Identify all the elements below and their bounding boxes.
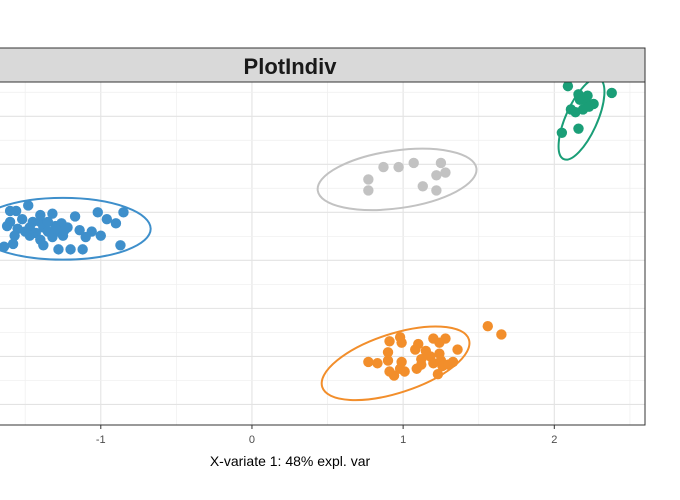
confidence-ellipses: [0, 77, 606, 402]
x-axis-title: X-variate 1: 48% expl. var: [210, 453, 371, 469]
data-point: [110, 218, 122, 229]
data-point: [417, 181, 428, 192]
data-point: [440, 167, 451, 178]
data-point: [431, 185, 442, 196]
data-point: [86, 226, 97, 237]
data-point: [92, 207, 103, 218]
data-point: [396, 337, 407, 348]
data-point: [115, 240, 126, 251]
data-point: [388, 370, 400, 381]
data-point: [606, 87, 617, 99]
data-point: [434, 337, 445, 348]
data-point: [431, 170, 442, 181]
data-point: [0, 241, 10, 252]
data-point: [363, 174, 374, 185]
data-point: [38, 240, 49, 251]
data-point: [9, 230, 20, 241]
data-point: [378, 161, 389, 173]
data-point: [95, 230, 106, 241]
data-point: [399, 366, 410, 377]
data-point: [7, 238, 19, 250]
data-point: [47, 231, 58, 243]
chart-title: PlotIndiv: [244, 54, 338, 79]
group-ellipse: [316, 147, 478, 212]
data-point: [35, 209, 46, 221]
x-tick-label: 0: [249, 434, 255, 446]
data-point: [573, 123, 584, 134]
data-point: [452, 344, 463, 355]
x-tick-label: 1: [400, 434, 406, 446]
data-point: [53, 244, 64, 255]
data-points: [0, 80, 617, 381]
panel-border: [0, 81, 646, 426]
x-axis-ticks: -1 0 1 2: [96, 425, 557, 446]
data-point: [101, 214, 113, 225]
data-point: [74, 224, 85, 236]
data-point: [69, 211, 81, 222]
group-ellipse: [320, 325, 471, 402]
data-point: [382, 347, 394, 358]
data-point: [482, 321, 493, 332]
data-point: [59, 224, 70, 236]
data-point: [42, 216, 54, 228]
data-point: [65, 244, 76, 255]
data-point: [363, 185, 374, 196]
data-point: [363, 356, 374, 368]
data-point: [583, 101, 595, 112]
data-point: [570, 106, 581, 118]
data-point: [416, 359, 427, 370]
data-point: [556, 127, 568, 138]
data-point: [382, 355, 394, 366]
data-point: [384, 336, 395, 347]
data-point: [562, 80, 574, 92]
group-ellipse: [557, 77, 606, 161]
data-point: [435, 157, 447, 169]
data-point: [496, 329, 507, 340]
data-point: [408, 157, 419, 169]
data-point: [410, 344, 421, 355]
data-point: [47, 208, 58, 219]
data-point: [4, 216, 16, 228]
data-point: [372, 358, 383, 369]
grid-lines: [0, 82, 645, 425]
group-ellipse: [0, 196, 152, 261]
x-tick-label: 2: [551, 434, 557, 446]
data-point: [432, 369, 444, 380]
data-point: [16, 214, 28, 225]
data-point: [443, 359, 454, 370]
data-point: [50, 223, 61, 235]
x-tick-label: -1: [96, 434, 106, 446]
data-point: [393, 161, 404, 173]
data-point: [4, 205, 16, 217]
strip-header: [0, 47, 646, 83]
data-point: [77, 244, 88, 255]
data-point: [24, 230, 35, 241]
data-point: [118, 207, 129, 218]
data-point: [23, 200, 34, 211]
